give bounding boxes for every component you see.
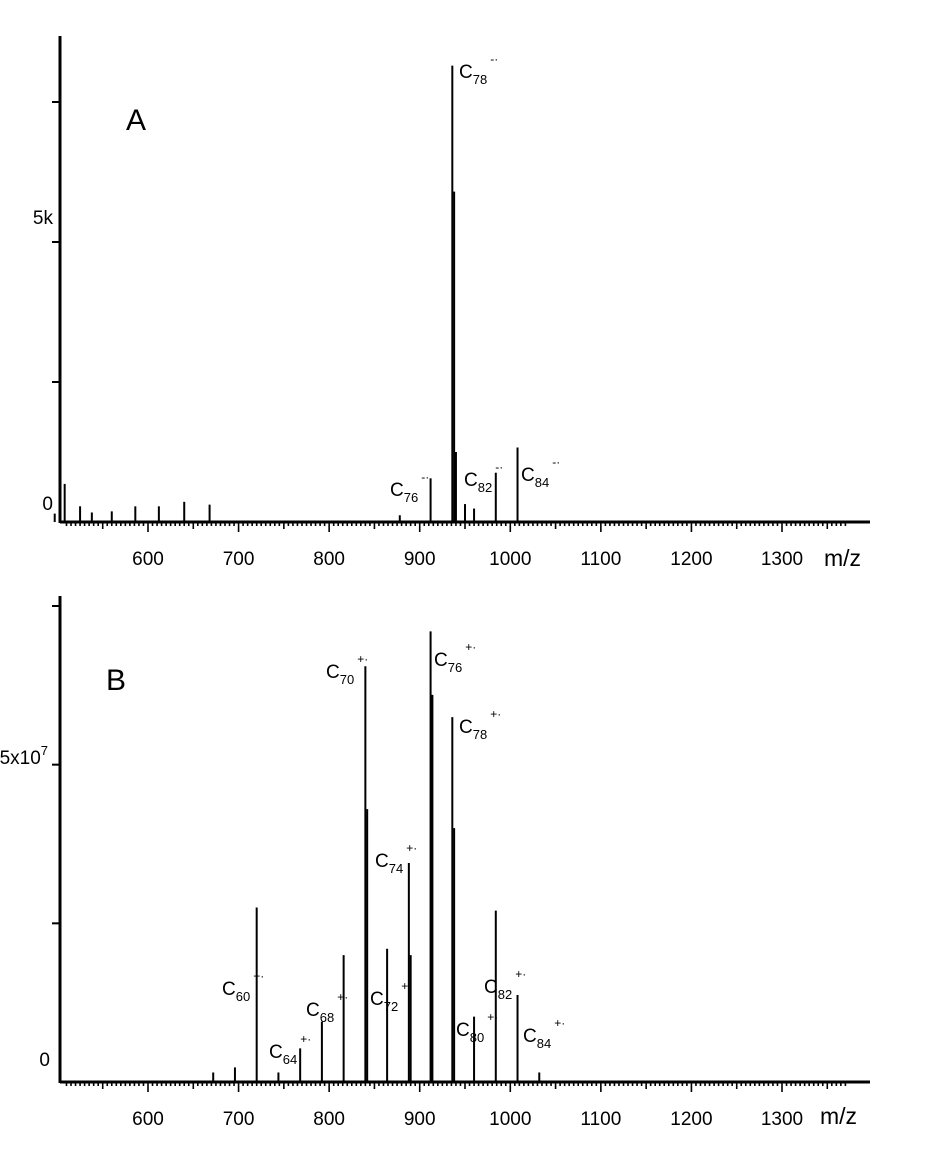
panel-a: 0 5k 600 700 800 900 1000 1100 1200 1300 m/z A C78-·… bbox=[33, 36, 870, 571]
y-tick-label: 0 bbox=[42, 494, 53, 515]
peak-annotation: C76-· bbox=[390, 470, 429, 505]
peak-annotation: C82+· bbox=[484, 967, 526, 1002]
y-tick-label: 5k bbox=[33, 208, 54, 229]
x-tick-label: 900 bbox=[404, 1109, 436, 1130]
x-tick-label: 1300 bbox=[761, 549, 803, 570]
x-tick-label: 1300 bbox=[761, 1109, 803, 1130]
peak-annotation: C70+· bbox=[326, 652, 368, 687]
panel-label: A bbox=[126, 104, 146, 137]
peak-annotation: C84-· bbox=[521, 455, 560, 490]
x-tick-label: 700 bbox=[223, 1109, 255, 1130]
x-axis-unit: m/z bbox=[820, 1103, 857, 1129]
x-tick-label: 1000 bbox=[489, 549, 531, 570]
x-tick-label: 1200 bbox=[670, 549, 712, 570]
x-tick-label: 600 bbox=[132, 549, 164, 570]
x-tick-label: 1100 bbox=[580, 1109, 621, 1130]
x-tick-label: 1000 bbox=[489, 1109, 531, 1130]
x-axis-unit: m/z bbox=[824, 545, 861, 571]
x-tick-label: 1100 bbox=[580, 549, 621, 570]
y-tick-label: 5x107 bbox=[0, 743, 48, 769]
x-tick-label: 1200 bbox=[670, 1109, 712, 1130]
panel-label: B bbox=[106, 664, 126, 697]
peak-annotation: C64+· bbox=[269, 1032, 311, 1067]
y-tick-label: 0 bbox=[39, 1050, 50, 1071]
x-tick-label: 600 bbox=[132, 1109, 164, 1130]
peak-annotation: C76+· bbox=[434, 640, 476, 675]
peak-annotation: C84+· bbox=[523, 1016, 565, 1051]
peak-annotation: C78-· bbox=[459, 52, 498, 87]
peak-annotation: C60+· bbox=[222, 969, 264, 1004]
x-tick-label: 800 bbox=[313, 549, 345, 570]
peak-annotation: C78+· bbox=[459, 707, 501, 742]
x-tick-label: 900 bbox=[404, 549, 436, 570]
panel-b: 0 5x107 600 700 800 900 1000 1100 1200 1300 m/z B C6… bbox=[0, 596, 870, 1130]
peak-annotation: C74+· bbox=[375, 841, 417, 876]
peak-annotation: C68+· bbox=[306, 990, 348, 1025]
peak-annotation: C80+· bbox=[456, 1010, 498, 1045]
peak-annotation: C72+· bbox=[370, 979, 412, 1014]
peak-annotation: C82-· bbox=[464, 460, 503, 495]
x-tick-label: 700 bbox=[223, 549, 255, 570]
x-tick-label: 800 bbox=[313, 1109, 345, 1130]
